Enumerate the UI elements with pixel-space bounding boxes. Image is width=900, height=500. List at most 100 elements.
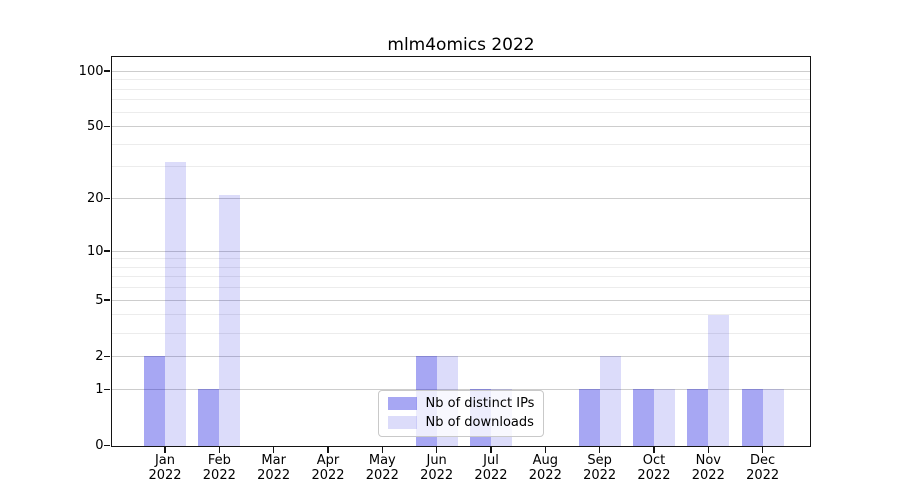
y-axis-tick-label: 5	[95, 292, 104, 308]
x-axis-tick-mark	[327, 447, 329, 453]
plot-area: 0 1 2 5 10 20 50 100 Jan 2022 Feb 2022 Mar 2022 Apr 202…	[79, 55, 811, 483]
x-tick-month: Mar	[261, 452, 286, 468]
gridline-major	[111, 70, 810, 72]
x-axis-tick-label: Sep 2022	[568, 453, 632, 484]
bar-nb-of-downloads-sep-2022	[599, 356, 621, 446]
y-axis-tick-label: 2	[95, 348, 104, 364]
x-tick-year: 2022	[583, 468, 617, 483]
x-axis-tick-label: Jun 2022	[405, 453, 469, 484]
x-tick-year: 2022	[528, 468, 562, 483]
gridline-minor	[111, 79, 810, 81]
x-axis-tick-mark	[544, 447, 547, 453]
x-tick-month: Jun	[426, 452, 447, 468]
x-tick-month: Sep	[587, 452, 612, 468]
bar-nb-of-distinct-ips-feb-2022	[198, 389, 220, 446]
legend-row-distinct-ips: Nb of distinct IPs	[387, 396, 535, 412]
x-axis-tick-mark	[435, 447, 438, 453]
bar-nb-of-downloads-oct-2022	[653, 389, 675, 446]
x-tick-year: 2022	[420, 468, 454, 483]
x-tick-year: 2022	[474, 468, 508, 483]
gridline-minor	[111, 287, 810, 289]
x-axis-tick-label: Dec 2022	[731, 453, 795, 484]
gridline-major	[111, 355, 810, 357]
y-axis-tick-label: 1	[95, 381, 104, 397]
x-axis-tick-mark	[761, 447, 764, 453]
gridline-major	[111, 388, 810, 390]
x-axis-tick-label: Jul 2022	[459, 453, 523, 484]
x-axis-tick-label: Jan 2022	[133, 453, 197, 484]
legend-swatch-downloads	[387, 416, 417, 429]
legend-label-distinct-ips: Nb of distinct IPs	[425, 396, 535, 411]
gridline-major	[111, 198, 810, 200]
x-tick-month: Jul	[483, 452, 499, 468]
gridline-minor	[111, 143, 810, 145]
y-axis-tick-label: 0	[95, 438, 104, 453]
y-axis-tick-mark	[104, 299, 110, 301]
bar-nb-of-downloads-jan-2022	[165, 161, 186, 446]
x-tick-year: 2022	[311, 468, 345, 483]
bar-nb-of-downloads-feb-2022	[219, 194, 241, 446]
x-tick-year: 2022	[637, 468, 671, 483]
y-axis-tick-label: 10	[86, 243, 104, 259]
x-axis-tick-label: Nov 2022	[676, 453, 740, 484]
bar-nb-of-downloads-nov-2022	[708, 314, 730, 446]
bar-nb-of-distinct-ips-jan-2022	[144, 356, 165, 446]
x-tick-month: May	[368, 452, 396, 468]
x-tick-month: Jan	[154, 452, 176, 468]
legend-label-downloads: Nb of downloads	[425, 415, 534, 430]
gridline-minor	[111, 276, 810, 278]
x-axis-tick-label: May 2022	[350, 453, 414, 484]
x-tick-month: Feb	[207, 452, 231, 468]
x-axis-tick-mark	[598, 447, 601, 453]
legend-swatch-distinct-ips	[387, 397, 417, 410]
gridline-minor	[111, 99, 810, 101]
x-tick-month: Oct	[642, 452, 666, 468]
x-axis-tick-label: Apr 2022	[296, 453, 360, 484]
x-axis-tick-label: Mar 2022	[242, 453, 306, 484]
y-axis-tick-mark	[104, 355, 110, 358]
x-tick-year: 2022	[148, 468, 182, 483]
bar-nb-of-distinct-ips-oct-2022	[632, 389, 654, 446]
y-axis-tick-mark	[104, 197, 110, 200]
x-tick-month: Aug	[532, 452, 558, 468]
x-tick-year: 2022	[691, 468, 725, 483]
y-axis-tick-mark	[104, 70, 110, 72]
x-axis-tick-mark	[381, 447, 384, 453]
x-axis-tick-mark	[218, 447, 221, 453]
x-axis-tick-mark	[653, 447, 655, 453]
y-axis-tick-mark	[104, 250, 110, 252]
legend-row-downloads: Nb of downloads	[387, 415, 535, 431]
x-axis-tick-mark	[707, 447, 710, 453]
y-axis-tick-mark	[104, 125, 110, 128]
x-tick-month: Nov	[695, 452, 721, 468]
gridline-minor	[111, 111, 810, 113]
y-axis-tick-label: 50	[86, 119, 104, 135]
x-axis-tick-mark	[272, 447, 275, 453]
gridline-major	[111, 126, 810, 128]
y-axis-tick-label: 100	[78, 63, 104, 79]
bar-nb-of-distinct-ips-sep-2022	[578, 389, 600, 446]
gridline-minor	[111, 166, 810, 168]
x-tick-month: Apr	[316, 452, 340, 468]
chart-title: mlm4omics 2022	[387, 35, 535, 55]
gridline-minor	[111, 88, 810, 90]
gridline-major	[111, 299, 810, 301]
legend: Nb of distinct IPs Nb of downloads	[377, 389, 545, 437]
x-tick-year: 2022	[746, 468, 780, 483]
x-axis-tick-label: Oct 2022	[622, 453, 686, 484]
x-axis-tick-mark	[164, 447, 166, 453]
bar-nb-of-distinct-ips-nov-2022	[687, 389, 709, 446]
x-tick-year: 2022	[202, 468, 236, 483]
gridline-minor	[111, 332, 810, 334]
gridline-minor	[111, 314, 810, 316]
gridline-minor	[111, 266, 810, 268]
bar-nb-of-downloads-dec-2022	[762, 389, 784, 446]
y-axis-tick-mark	[104, 388, 110, 391]
x-tick-year: 2022	[257, 468, 291, 483]
y-axis-tick-mark	[104, 444, 110, 447]
gridline-major	[111, 250, 810, 252]
x-axis-tick-label: Aug 2022	[513, 453, 577, 484]
x-axis-tick-mark	[490, 447, 492, 453]
x-axis-tick-label: Feb 2022	[187, 453, 251, 484]
